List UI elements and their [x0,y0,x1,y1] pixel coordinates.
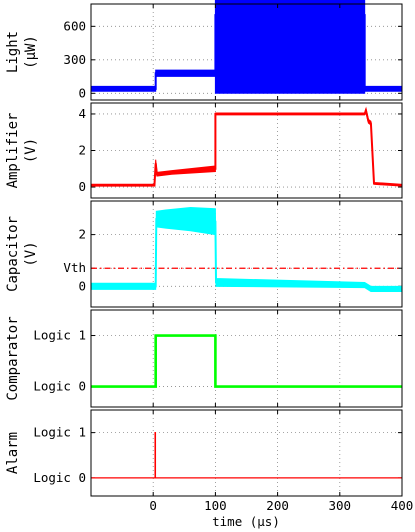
panel-frame [90,409,403,497]
series-band-capacitor [90,206,403,292]
series-line-amplifier [91,106,403,187]
panel-frame [90,200,403,308]
y-axis-label: Alarm [5,432,21,474]
y-axis-label: Comparator [5,316,21,400]
panel-amplifier: 4 2 0 Amplifier (V) [5,102,403,199]
series-line-light [91,14,402,90]
y-axis-label: (µW) [23,35,39,69]
y-tick-label: Logic 0 [33,379,86,394]
series-band-light [90,0,403,94]
y-tick-label: 2 [78,143,86,158]
panel-frame [90,102,403,199]
y-axis-label: Light [5,31,21,73]
series-line-comparator [91,334,402,388]
panel-capacitor: 2 Vth 0 Capacitor (V) [5,200,403,308]
series-line-capacitor [91,218,402,290]
y-tick-label: 600 [63,18,86,33]
panel-frame [90,3,403,101]
y-tick-label: 2 [78,227,86,242]
panel-alarm: Logic 1 Logic 0 Alarm [5,409,403,497]
y-tick-label: 4 [78,106,86,121]
x-axis-label: time (µs) [212,514,280,529]
series-line-alarm [91,432,402,479]
y-tick-label: Logic 1 [33,425,86,440]
y-axis-label: (V) [23,241,39,266]
x-tick-label: 400 [391,498,414,513]
y-tick-label: 300 [63,52,86,67]
y-tick-label: 0 [78,278,86,293]
y-tick-label: Logic 0 [33,470,86,485]
y-axis-label: Amplifier [5,113,21,189]
y-tick-label: Vth [63,260,86,275]
y-tick-label: 0 [78,85,86,100]
y-axis-label: (V) [23,138,39,163]
y-axis-label: Capacitor [5,216,21,292]
x-axis: 0 100 200 300 400 [149,498,413,513]
panel-frame [90,309,403,408]
panel-light: 600 300 0 Light (µW) [5,0,403,101]
panel-comparator: Logic 1 Logic 0 Comparator [5,309,403,408]
x-tick-label: 100 [204,498,227,513]
y-tick-label: Logic 1 [33,328,86,343]
series-band-amplifier [90,108,403,187]
x-tick-label: 200 [266,498,289,513]
x-tick-label: 0 [149,498,157,513]
y-tick-label: 0 [78,179,86,194]
x-tick-label: 300 [329,498,352,513]
